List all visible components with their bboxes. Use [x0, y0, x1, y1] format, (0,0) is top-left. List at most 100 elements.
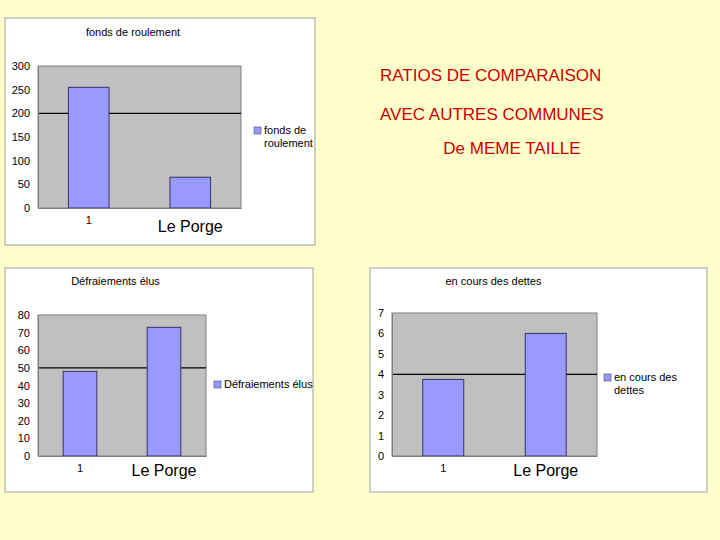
y-tick: 30 [18, 397, 38, 409]
plot-area [38, 66, 241, 208]
y-tick-label: 50 [18, 362, 30, 374]
x-tick-label: Le Porge [513, 462, 578, 479]
legend: en cours des dettes [600, 369, 704, 400]
legend-label: en cours des dettes [614, 371, 680, 396]
y-tick: 6 [378, 327, 392, 339]
y-tick: 40 [18, 380, 38, 392]
y-tick-label: 50 [18, 178, 30, 190]
marks [38, 327, 206, 456]
x-axis-line [393, 456, 598, 457]
y-tick: 80 [18, 309, 38, 321]
y-tick: 10 [18, 432, 38, 444]
y-axis-line [38, 67, 39, 209]
legend: fonds de roulement [250, 122, 313, 153]
y-tick-label: 300 [12, 60, 30, 72]
y-tick-label: 30 [18, 397, 30, 409]
chart: en cours des dettes 0 1 2 3 4 5 6 7 1 Le Porge en c… [370, 268, 707, 492]
y-tick-label: 2 [378, 409, 384, 421]
legend: Défraiements élus [210, 376, 313, 394]
y-tick: 100 [12, 155, 38, 167]
chart-panel [5, 18, 315, 245]
bar [170, 177, 211, 208]
marks [392, 333, 597, 456]
x-tick: Le Porge [132, 456, 197, 479]
y-tick-label: 4 [378, 368, 384, 380]
y-tick: 70 [18, 327, 38, 339]
x-axis: 1 Le Porge [39, 208, 242, 235]
y-tick-label: 100 [12, 155, 30, 167]
legend-label: Défraiements élus [224, 378, 313, 390]
legend-swatch [254, 127, 261, 134]
y-tick: 0 [24, 202, 38, 214]
y-tick-label: 200 [12, 107, 30, 119]
y-tick-label: 5 [378, 348, 384, 360]
y-axis-line [392, 314, 393, 457]
y-axis: 0 10 20 30 40 50 60 70 80 [18, 309, 39, 462]
chart: fonds de roulement 0 50 100 150 200 250 300 1 Le … [5, 18, 315, 245]
y-tick-label: 150 [12, 131, 30, 143]
y-tick: 60 [18, 344, 38, 356]
chart-panel [5, 268, 313, 492]
slide-title-line: AVEC AUTRES COMMUNES [380, 105, 604, 124]
y-axis: 0 1 2 3 4 5 6 7 [378, 307, 393, 462]
x-tick: Le Porge [158, 208, 223, 235]
y-tick-label: 80 [18, 309, 30, 321]
y-tick-label: 3 [378, 389, 384, 401]
y-tick-label: 0 [24, 202, 30, 214]
y-tick: 5 [378, 348, 392, 360]
legend-label: fonds de roulement [264, 124, 313, 149]
x-axis: 1 Le Porge [39, 456, 207, 479]
background [0, 0, 720, 540]
x-tick-label: 1 [77, 462, 83, 474]
y-tick: 0 [378, 450, 392, 462]
y-tick: 0 [24, 450, 38, 462]
x-tick-label: 1 [86, 214, 92, 226]
y-tick-label: 60 [18, 344, 30, 356]
y-tick: 3 [378, 389, 392, 401]
legend-box [250, 122, 312, 153]
x-tick-label: 1 [440, 462, 446, 474]
plot-area [38, 315, 206, 456]
y-tick: 20 [18, 415, 38, 427]
x-tick-label: Le Porge [158, 218, 223, 235]
bar [525, 333, 566, 456]
y-tick: 200 [12, 107, 38, 119]
chart-title: en cours des dettes [445, 275, 542, 287]
y-tick-label: 250 [12, 84, 30, 96]
x-tick: 1 [440, 456, 446, 474]
y-tick-label: 1 [378, 430, 384, 442]
y-tick-label: 10 [18, 432, 30, 444]
y-tick-label: 6 [378, 327, 384, 339]
y-axis: 0 50 100 150 200 250 300 [12, 60, 39, 214]
y-tick: 250 [12, 84, 38, 96]
x-axis: 1 Le Porge [393, 456, 598, 479]
chart-title: fonds de roulement [86, 26, 180, 38]
chart: Défraiements élus 0 10 20 30 40 50 60 70 80 1 Le Po… [5, 268, 313, 492]
slide-title-line: De MEME TAILLE [443, 139, 580, 158]
x-tick-label: Le Porge [132, 462, 197, 479]
bar [147, 327, 181, 456]
legend-swatch [604, 374, 611, 381]
y-tick: 50 [18, 178, 38, 190]
y-axis-line [38, 316, 39, 457]
y-tick: 50 [18, 362, 38, 374]
y-tick-label: 7 [378, 307, 384, 319]
slide-title-line: RATIOS DE COMPARAISON [380, 66, 601, 85]
x-axis-line [39, 456, 207, 457]
bar [63, 371, 97, 456]
y-tick: 150 [12, 131, 38, 143]
y-tick-label: 70 [18, 327, 30, 339]
chart-title: Défraiements élus [71, 275, 160, 287]
marks [38, 87, 241, 208]
x-tick: Le Porge [513, 456, 578, 479]
y-tick-label: 40 [18, 380, 30, 392]
x-tick: 1 [77, 456, 83, 474]
legend-box [600, 369, 704, 400]
y-tick: 2 [378, 409, 392, 421]
chart-panel [370, 268, 707, 492]
y-tick: 7 [378, 307, 392, 319]
x-tick: 1 [86, 208, 92, 226]
bar [68, 87, 109, 208]
y-tick-label: 20 [18, 415, 30, 427]
y-tick: 1 [378, 430, 392, 442]
